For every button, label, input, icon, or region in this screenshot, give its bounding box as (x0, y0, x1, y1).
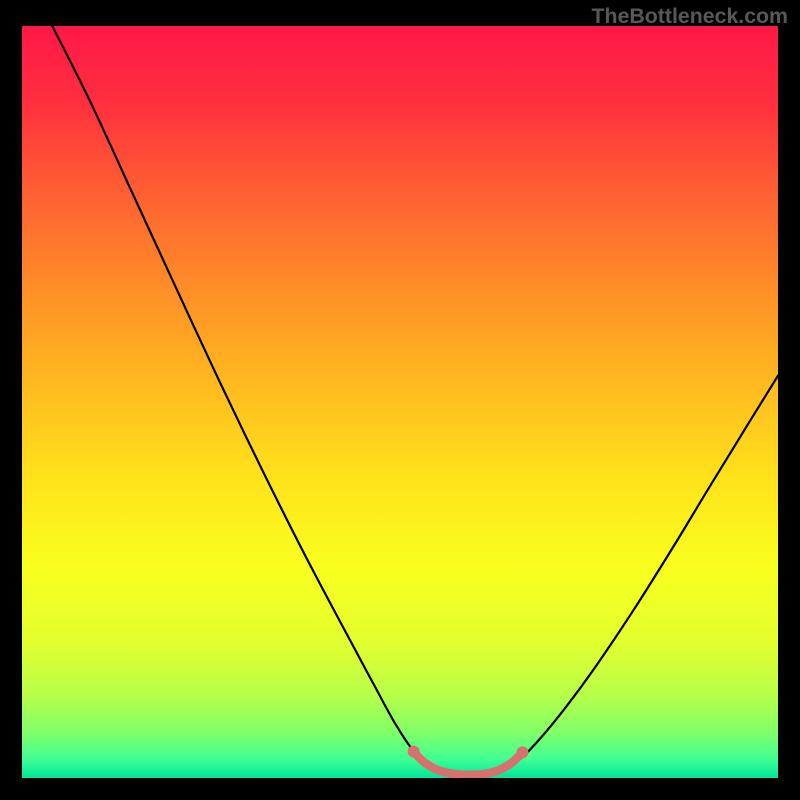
highlight-end-marker-1 (516, 746, 528, 758)
plot-area (22, 26, 778, 778)
chart-frame: TheBottleneck.com (0, 0, 800, 800)
watermark-text: TheBottleneck.com (592, 4, 788, 29)
highlight-end-marker-0 (408, 746, 420, 758)
chart-background (22, 26, 778, 778)
chart-svg (22, 26, 778, 778)
